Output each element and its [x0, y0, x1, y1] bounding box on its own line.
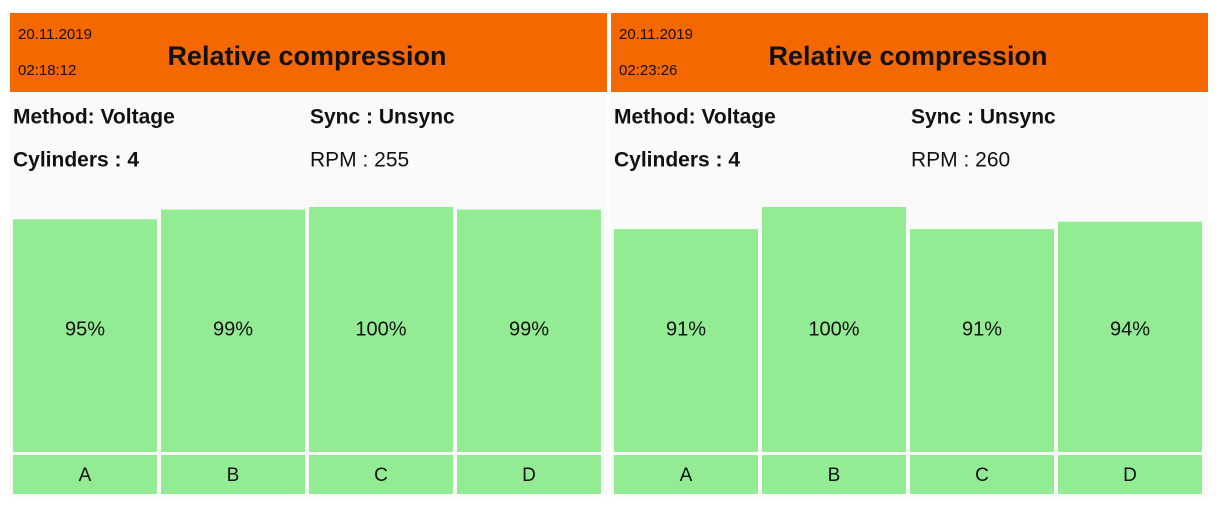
category-cell — [614, 455, 758, 494]
category-cell — [762, 455, 906, 494]
category-label: A — [79, 465, 92, 486]
method: Method: Voltage — [13, 106, 175, 129]
category-label: A — [680, 465, 693, 486]
date: 20.11.2019 — [619, 26, 693, 43]
bar — [1058, 221, 1202, 452]
time: 02:18:12 — [18, 62, 76, 79]
value-label: 91% — [666, 318, 706, 340]
cylinders: Cylinders : 4 — [614, 149, 740, 172]
bar — [614, 229, 758, 452]
category-label: B — [828, 465, 841, 486]
value-label: 94% — [1110, 318, 1150, 340]
value-label: 99% — [509, 318, 549, 340]
rpm: RPM : 260 — [911, 149, 1010, 172]
category-cell — [910, 455, 1054, 494]
sync: Sync : Unsync — [310, 106, 455, 129]
sync: Sync : Unsync — [911, 106, 1056, 129]
date: 20.11.2019 — [18, 26, 92, 43]
bar — [910, 229, 1054, 452]
panel-title: Relative compression — [768, 41, 1047, 71]
panel-header — [10, 13, 607, 92]
category-cell — [161, 455, 305, 494]
value-label: 100% — [355, 318, 406, 340]
bar — [762, 207, 906, 452]
bar — [13, 219, 157, 452]
category-label: B — [227, 465, 240, 486]
bar — [457, 209, 601, 452]
category-label: C — [975, 465, 989, 486]
category-cell — [457, 455, 601, 494]
rpm: RPM : 255 — [310, 149, 409, 172]
bar — [309, 207, 453, 452]
category-label: D — [1123, 465, 1137, 486]
value-label: 91% — [962, 318, 1002, 340]
category-cell — [309, 455, 453, 494]
value-label: 99% — [213, 318, 253, 340]
category-cell — [1058, 455, 1202, 494]
category-label: C — [374, 465, 388, 486]
method: Method: Voltage — [614, 106, 776, 129]
category-label: D — [522, 465, 536, 486]
cylinders: Cylinders : 4 — [13, 149, 139, 172]
value-label: 95% — [65, 318, 105, 340]
panel-header — [611, 13, 1208, 92]
time: 02:23:26 — [619, 62, 677, 79]
panel-title: Relative compression — [167, 41, 446, 71]
category-cell — [13, 455, 157, 494]
bar — [161, 209, 305, 452]
value-label: 100% — [808, 318, 859, 340]
